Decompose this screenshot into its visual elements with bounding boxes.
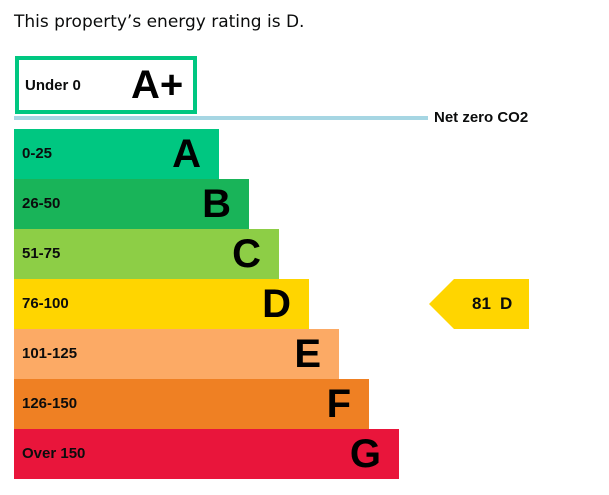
band-letter: A+ — [131, 63, 184, 107]
current-rating-score: 81 — [472, 294, 491, 313]
band-range-label: 76-100 — [22, 295, 69, 312]
current-rating-marker: 81 D — [429, 279, 529, 329]
rating-band-e: 101-125 E — [14, 329, 339, 379]
band-letter: C — [232, 232, 261, 276]
rating-band-d: 76-100 D — [14, 279, 309, 329]
band-range-label: 0-25 — [22, 145, 53, 162]
marker-arrow-shape — [429, 279, 529, 329]
net-zero-label: Net zero CO2 — [434, 109, 529, 126]
band-letter: B — [202, 182, 231, 226]
band-range-label: Under 0 — [25, 77, 81, 94]
rating-band-f: 126-150 F — [14, 379, 369, 429]
band-letter: G — [349, 432, 381, 476]
band-range-label: 51-75 — [22, 245, 61, 262]
band-range-label: 101-125 — [22, 345, 78, 362]
band-range-label: 126-150 — [22, 395, 78, 412]
rating-band-g: Over 150 G — [14, 429, 399, 479]
current-rating-letter: D — [500, 294, 513, 313]
band-letter: D — [262, 282, 291, 326]
rating-band-b: 26-50 B — [14, 179, 249, 229]
rating-summary-text: This property’s energy rating is D. — [14, 12, 305, 32]
net-zero-line — [14, 116, 428, 120]
band-letter: F — [326, 382, 351, 426]
band-range-label: Over 150 — [22, 445, 86, 462]
rating-band-aplus: Under 0 A+ — [15, 56, 197, 114]
rating-band-c: 51-75 C — [14, 229, 279, 279]
band-letter: E — [294, 332, 321, 376]
band-letter: A — [172, 132, 201, 176]
band-range-label: 26-50 — [22, 195, 61, 212]
rating-band-a: 0-25 A — [14, 129, 219, 179]
